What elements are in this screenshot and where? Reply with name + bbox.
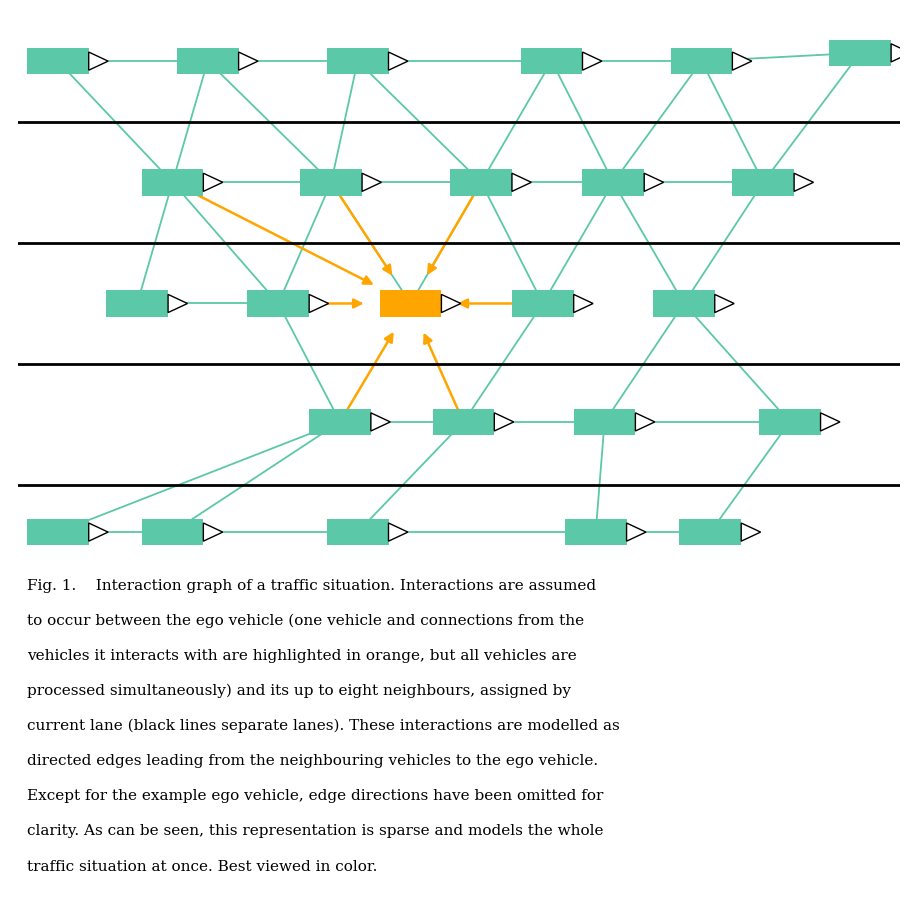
Text: Except for the example ego vehicle, edge directions have been omitted for: Except for the example ego vehicle, edge… bbox=[27, 788, 604, 803]
Polygon shape bbox=[635, 413, 654, 431]
FancyBboxPatch shape bbox=[450, 170, 512, 197]
Polygon shape bbox=[388, 523, 408, 541]
FancyBboxPatch shape bbox=[327, 520, 388, 546]
FancyBboxPatch shape bbox=[142, 170, 204, 197]
Text: to occur between the ego vehicle (one vehicle and connections from the: to occur between the ego vehicle (one ve… bbox=[27, 613, 584, 628]
Text: processed simultaneously) and its up to eight neighbours, assigned by: processed simultaneously) and its up to … bbox=[27, 683, 571, 697]
Polygon shape bbox=[574, 295, 593, 313]
Text: traffic situation at once. Best viewed in color.: traffic situation at once. Best viewed i… bbox=[27, 859, 377, 872]
Polygon shape bbox=[891, 45, 909, 63]
FancyBboxPatch shape bbox=[309, 410, 371, 436]
FancyBboxPatch shape bbox=[327, 49, 388, 75]
Polygon shape bbox=[512, 174, 532, 192]
FancyBboxPatch shape bbox=[27, 49, 89, 75]
FancyBboxPatch shape bbox=[27, 520, 89, 546]
FancyBboxPatch shape bbox=[433, 410, 494, 436]
Polygon shape bbox=[388, 53, 408, 71]
Polygon shape bbox=[204, 523, 223, 541]
FancyBboxPatch shape bbox=[380, 291, 442, 318]
FancyBboxPatch shape bbox=[574, 410, 635, 436]
Polygon shape bbox=[733, 53, 752, 71]
Polygon shape bbox=[238, 53, 258, 71]
Polygon shape bbox=[89, 53, 108, 71]
Polygon shape bbox=[626, 523, 646, 541]
Text: vehicles it interacts with are highlighted in orange, but all vehicles are: vehicles it interacts with are highlight… bbox=[27, 649, 577, 662]
FancyBboxPatch shape bbox=[759, 410, 821, 436]
FancyBboxPatch shape bbox=[512, 291, 574, 318]
Polygon shape bbox=[371, 413, 390, 431]
Polygon shape bbox=[442, 295, 461, 313]
Polygon shape bbox=[644, 174, 664, 192]
FancyBboxPatch shape bbox=[142, 520, 204, 546]
Text: clarity. As can be seen, this representation is sparse and models the whole: clarity. As can be seen, this representa… bbox=[27, 824, 604, 837]
Polygon shape bbox=[714, 295, 734, 313]
Polygon shape bbox=[89, 523, 108, 541]
Polygon shape bbox=[362, 174, 382, 192]
FancyBboxPatch shape bbox=[733, 170, 794, 197]
FancyBboxPatch shape bbox=[653, 291, 714, 318]
FancyBboxPatch shape bbox=[564, 520, 626, 546]
FancyBboxPatch shape bbox=[679, 520, 741, 546]
FancyBboxPatch shape bbox=[177, 49, 238, 75]
FancyBboxPatch shape bbox=[671, 49, 733, 75]
Polygon shape bbox=[821, 413, 840, 431]
Polygon shape bbox=[583, 53, 602, 71]
FancyBboxPatch shape bbox=[583, 170, 644, 197]
FancyBboxPatch shape bbox=[247, 291, 309, 318]
FancyBboxPatch shape bbox=[300, 170, 362, 197]
FancyBboxPatch shape bbox=[829, 41, 891, 67]
Text: directed edges leading from the neighbouring vehicles to the ego vehicle.: directed edges leading from the neighbou… bbox=[27, 753, 598, 768]
Polygon shape bbox=[741, 523, 761, 541]
Polygon shape bbox=[494, 413, 514, 431]
Text: current lane (black lines separate lanes). These interactions are modelled as: current lane (black lines separate lanes… bbox=[27, 718, 620, 732]
Text: Fig. 1.    Interaction graph of a traffic situation. Interactions are assumed: Fig. 1. Interaction graph of a traffic s… bbox=[27, 578, 596, 592]
FancyBboxPatch shape bbox=[106, 291, 168, 318]
Polygon shape bbox=[309, 295, 328, 313]
Polygon shape bbox=[204, 174, 223, 192]
Polygon shape bbox=[794, 174, 814, 192]
Polygon shape bbox=[168, 295, 187, 313]
FancyBboxPatch shape bbox=[521, 49, 583, 75]
